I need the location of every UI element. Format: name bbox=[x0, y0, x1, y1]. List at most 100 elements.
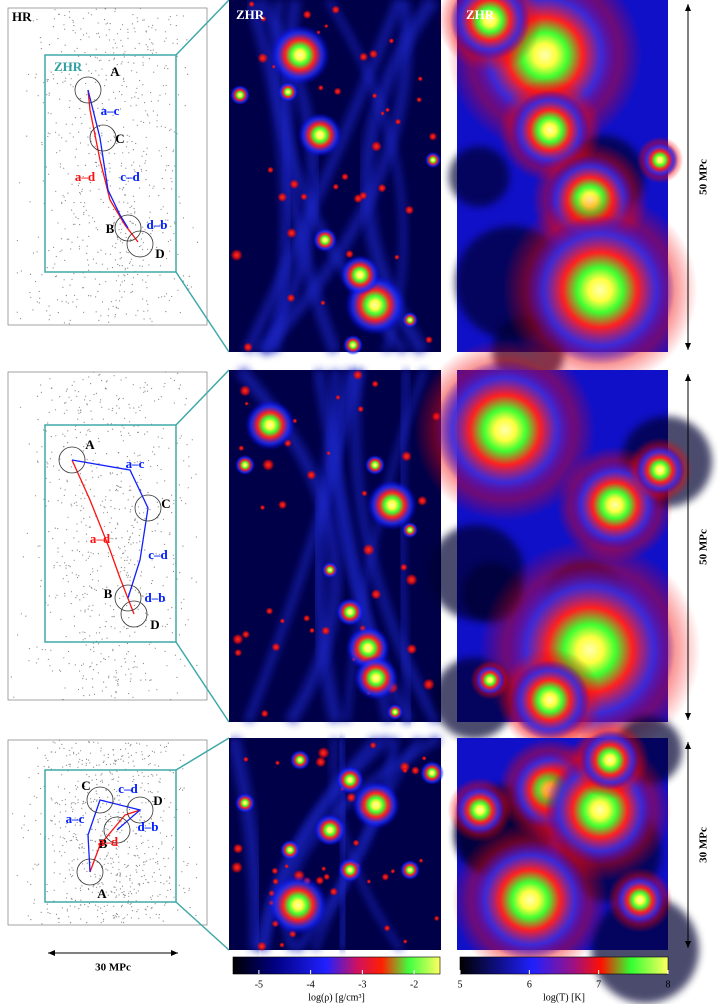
particle bbox=[183, 15, 185, 17]
particle bbox=[71, 505, 73, 507]
particle bbox=[116, 485, 118, 487]
particle bbox=[59, 250, 61, 253]
particle bbox=[71, 572, 73, 574]
particle bbox=[149, 917, 151, 919]
particle bbox=[97, 906, 99, 908]
particle bbox=[54, 9, 56, 11]
particle bbox=[121, 61, 123, 63]
particle bbox=[178, 387, 180, 389]
particle bbox=[95, 904, 97, 906]
particle bbox=[84, 638, 86, 640]
particle bbox=[186, 864, 188, 867]
particle bbox=[133, 161, 135, 163]
particle bbox=[78, 55, 80, 57]
particle bbox=[164, 626, 167, 628]
particle bbox=[101, 406, 103, 408]
particle bbox=[108, 39, 110, 41]
particle bbox=[75, 742, 77, 745]
particle bbox=[108, 206, 110, 208]
particle bbox=[82, 801, 84, 803]
particle bbox=[173, 149, 175, 151]
particle bbox=[40, 391, 43, 393]
particle bbox=[176, 133, 178, 135]
hot-region bbox=[450, 0, 530, 60]
particle bbox=[81, 885, 83, 887]
particle bbox=[52, 538, 54, 540]
particle bbox=[110, 626, 112, 628]
particle bbox=[160, 155, 162, 157]
particle bbox=[37, 658, 39, 660]
particle bbox=[182, 275, 184, 277]
particle bbox=[131, 140, 133, 143]
clump bbox=[371, 380, 379, 388]
particle bbox=[103, 905, 105, 907]
clump bbox=[274, 760, 280, 766]
particle bbox=[148, 690, 150, 692]
particle bbox=[132, 830, 134, 832]
particle bbox=[36, 646, 38, 648]
particle bbox=[128, 895, 130, 897]
particle bbox=[78, 752, 80, 754]
particle bbox=[78, 406, 80, 408]
particle bbox=[61, 202, 63, 205]
particle bbox=[127, 576, 129, 578]
particle bbox=[83, 695, 85, 697]
particle bbox=[27, 915, 29, 917]
halo-circle bbox=[58, 446, 86, 474]
particle bbox=[96, 799, 98, 801]
particle bbox=[121, 755, 123, 758]
particle bbox=[60, 618, 62, 620]
particle bbox=[37, 95, 39, 97]
particle bbox=[98, 764, 100, 766]
particle bbox=[129, 680, 132, 683]
filament bbox=[330, 737, 404, 952]
particle bbox=[128, 756, 130, 758]
particle bbox=[70, 591, 73, 593]
particle bbox=[177, 289, 179, 291]
particle bbox=[174, 654, 176, 656]
particle bbox=[88, 526, 90, 528]
particle bbox=[146, 860, 148, 862]
particle bbox=[91, 678, 94, 680]
particle bbox=[94, 798, 96, 801]
particle bbox=[122, 595, 124, 597]
particle bbox=[96, 467, 98, 469]
particle bbox=[154, 647, 156, 649]
particle bbox=[107, 677, 110, 679]
particle bbox=[70, 65, 73, 67]
particle bbox=[85, 395, 87, 397]
particle bbox=[53, 815, 56, 817]
particle bbox=[109, 472, 111, 474]
particle bbox=[165, 37, 167, 39]
particle bbox=[80, 750, 82, 752]
particle bbox=[78, 550, 81, 553]
particle bbox=[84, 785, 86, 787]
particle bbox=[110, 863, 112, 865]
particle bbox=[48, 838, 50, 840]
particle bbox=[46, 79, 48, 81]
particle bbox=[195, 914, 197, 917]
particle bbox=[39, 545, 41, 547]
particle bbox=[118, 846, 120, 848]
particle bbox=[124, 275, 126, 277]
temperature-panel bbox=[414, 339, 713, 761]
filament bbox=[242, 0, 405, 355]
particle bbox=[46, 891, 48, 893]
particle bbox=[113, 554, 115, 557]
particle bbox=[72, 869, 74, 871]
particle bbox=[169, 103, 171, 105]
particle bbox=[59, 98, 61, 100]
particle bbox=[142, 662, 144, 665]
particle bbox=[170, 802, 172, 804]
particle bbox=[119, 802, 121, 805]
particle bbox=[97, 553, 99, 555]
particle bbox=[37, 461, 39, 463]
particle bbox=[93, 495, 95, 497]
particle bbox=[113, 886, 115, 888]
clump bbox=[259, 504, 266, 511]
particle bbox=[119, 252, 121, 254]
particle bbox=[110, 517, 112, 519]
particle bbox=[170, 128, 172, 130]
halo-circle bbox=[126, 230, 154, 258]
particle bbox=[91, 470, 93, 472]
